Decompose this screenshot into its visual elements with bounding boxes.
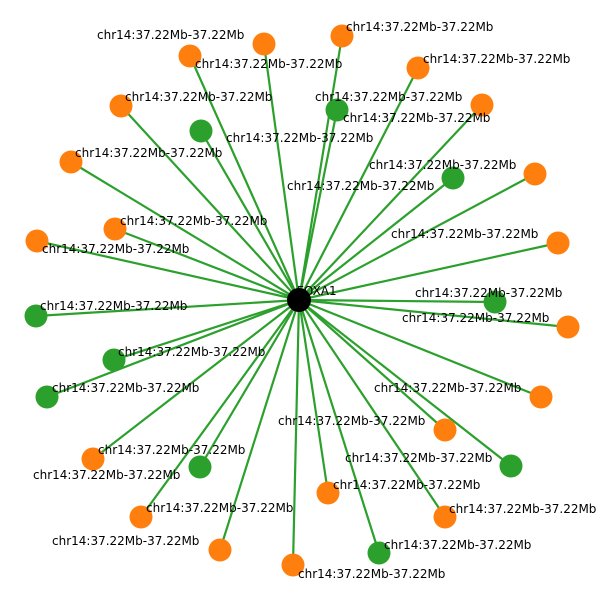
edge-15 (298, 298, 569, 329)
node-10[interactable] (523, 162, 547, 186)
node-label-5: chr14:37.22Mb-37.22Mb (315, 90, 462, 104)
node-label-6: chr14:37.22Mb-37.22Mb (343, 111, 490, 125)
edge-13 (36, 239, 300, 302)
node-22[interactable] (81, 447, 105, 471)
node-12[interactable] (546, 231, 570, 255)
node-11[interactable] (103, 217, 127, 241)
edge-3 (298, 67, 419, 301)
edge-29 (218, 299, 301, 551)
node-24[interactable] (188, 455, 212, 479)
edge-12 (298, 241, 559, 302)
node-20[interactable] (433, 418, 457, 442)
node-label-22: chr14:37.22Mb-37.22Mb (33, 468, 180, 482)
node-label-3: chr14:37.22Mb-37.22Mb (423, 52, 570, 66)
edge-16 (35, 298, 300, 318)
node-21[interactable] (499, 454, 523, 478)
node-1[interactable] (330, 24, 354, 48)
node-label-25: chr14:37.22Mb-37.22Mb (449, 502, 596, 516)
node-17[interactable] (102, 348, 126, 372)
node-label-21: chr14:37.22Mb-37.22Mb (345, 451, 492, 465)
node-26[interactable] (367, 541, 391, 565)
node-label-27: chr14:37.22Mb-37.22Mb (146, 501, 293, 515)
node-label-14: chr14:37.22Mb-37.22Mb (415, 286, 562, 300)
edge-14 (298, 298, 496, 304)
node-label-17: chr14:37.22Mb-37.22Mb (118, 345, 265, 359)
node-27[interactable] (129, 505, 153, 529)
node-label-18: chr14:37.22Mb-37.22Mb (52, 381, 199, 395)
node-14[interactable] (483, 290, 507, 314)
node-18[interactable] (35, 385, 59, 409)
edge-25 (298, 299, 446, 518)
node-label-2: chr14:37.22Mb-37.22Mb (195, 57, 342, 71)
node-28[interactable] (281, 553, 305, 577)
edge-10 (298, 173, 536, 301)
center-node[interactable] (287, 288, 311, 312)
edge-22 (92, 299, 300, 460)
edge-27 (140, 299, 300, 518)
edge-2 (188, 55, 301, 301)
node-13[interactable] (25, 229, 49, 253)
edge-24 (199, 299, 300, 468)
edge-26 (297, 299, 381, 554)
node-3[interactable] (406, 56, 430, 80)
edge-6 (298, 104, 483, 301)
node-label-4: chr14:37.22Mb-37.22Mb (125, 90, 272, 104)
edge-21 (298, 299, 512, 467)
node-label-9: chr14:37.22Mb-37.22Mb (369, 158, 516, 172)
edge-5 (297, 109, 339, 301)
node-7[interactable] (189, 119, 213, 143)
node-label-15: chr14:37.22Mb-37.22Mb (402, 311, 549, 325)
node-label-28: chr14:37.22Mb-37.22Mb (298, 567, 445, 581)
node-9[interactable] (441, 166, 465, 190)
node-8[interactable] (59, 150, 83, 174)
node-label-29: chr14:37.22Mb-37.22Mb (52, 534, 199, 548)
node-label-1: chr14:37.22Mb-37.22Mb (346, 20, 493, 34)
node-label-0: chr14:37.22Mb-37.22Mb (97, 28, 244, 42)
edge-1 (297, 35, 344, 301)
node-label-11: chr14:37.22Mb-37.22Mb (120, 214, 267, 228)
node-15[interactable] (556, 315, 580, 339)
node-label-26: chr14:37.22Mb-37.22Mb (384, 538, 531, 552)
center-node-label: FOXA1 (297, 284, 337, 298)
node-2[interactable] (178, 44, 202, 68)
node-25[interactable] (433, 505, 457, 529)
node-label-8: chr14:37.22Mb-37.22Mb (75, 146, 222, 160)
edge-28 (291, 299, 301, 566)
edge-layer (35, 35, 569, 566)
edge-11 (114, 227, 300, 302)
edge-20 (298, 299, 446, 431)
node-0[interactable] (252, 32, 276, 56)
edge-7 (200, 130, 300, 301)
node-label-13: chr14:37.22Mb-37.22Mb (42, 242, 189, 256)
edge-19 (298, 298, 542, 399)
edge-0 (262, 43, 301, 301)
edge-17 (113, 298, 300, 362)
node-16[interactable] (24, 304, 48, 328)
edge-23 (297, 299, 330, 494)
node-19[interactable] (529, 385, 553, 409)
node-label-10: chr14:37.22Mb-37.22Mb (287, 179, 434, 193)
node-label-23: chr14:37.22Mb-37.22Mb (333, 478, 480, 492)
node-label-16: chr14:37.22Mb-37.22Mb (40, 299, 187, 313)
node-label-20: chr14:37.22Mb-37.22Mb (278, 414, 425, 428)
node-5[interactable] (325, 98, 349, 122)
node-6[interactable] (470, 93, 494, 117)
label-layer: chr14:37.22Mb-37.22Mb chr14:37.22Mb-37.22… (33, 20, 596, 581)
node-label-19: chr14:37.22Mb-37.22Mb (374, 381, 521, 395)
node-4[interactable] (109, 94, 133, 118)
node-23[interactable] (316, 481, 340, 505)
edge-18 (46, 298, 300, 399)
node-label-12: chr14:37.22Mb-37.22Mb (391, 227, 538, 241)
edge-8 (70, 161, 300, 301)
node-layer (24, 24, 580, 577)
node-label-24: chr14:37.22Mb-37.22Mb (98, 443, 245, 457)
edge-9 (298, 177, 454, 301)
edge-4 (120, 105, 300, 301)
node-label-7: chr14:37.22Mb-37.22Mb (226, 131, 373, 145)
node-29[interactable] (208, 538, 232, 562)
